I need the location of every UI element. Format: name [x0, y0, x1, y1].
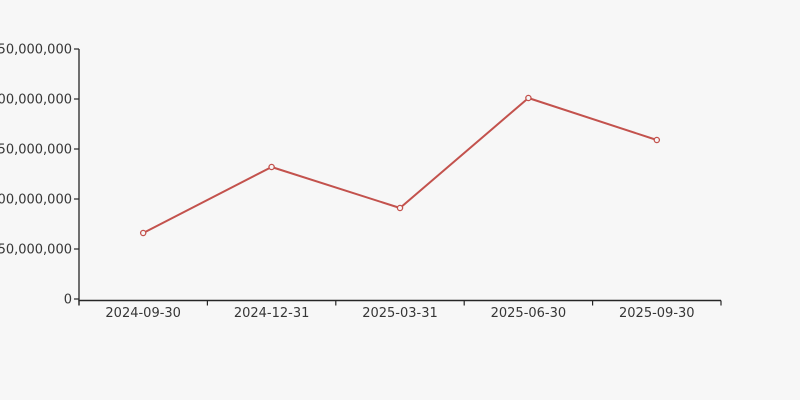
y-axis-tick-label: 250,000,000	[0, 43, 72, 58]
y-axis-tick-label: 100,000,000	[0, 193, 72, 208]
y-axis-tick-label: 200,000,000	[0, 93, 72, 108]
data-point-marker	[268, 163, 275, 171]
x-axis-tick-label: 2024-09-30	[105, 306, 181, 321]
y-axis-tick-label: 0	[64, 293, 72, 308]
x-axis-tick-label: 2025-03-31	[362, 306, 438, 321]
x-axis-tick-label: 2025-09-30	[619, 306, 695, 321]
data-point-marker	[653, 136, 661, 144]
y-axis-tick-label: 150,000,000	[0, 143, 72, 158]
y-axis-tick-label: 50,000,000	[0, 243, 72, 258]
x-axis-tick-label: 2025-06-30	[491, 306, 567, 321]
x-axis-tick-label: 2024-12-31	[234, 306, 310, 321]
data-point-marker	[396, 204, 404, 212]
data-point-marker	[525, 94, 532, 102]
data-point-marker	[139, 229, 147, 237]
